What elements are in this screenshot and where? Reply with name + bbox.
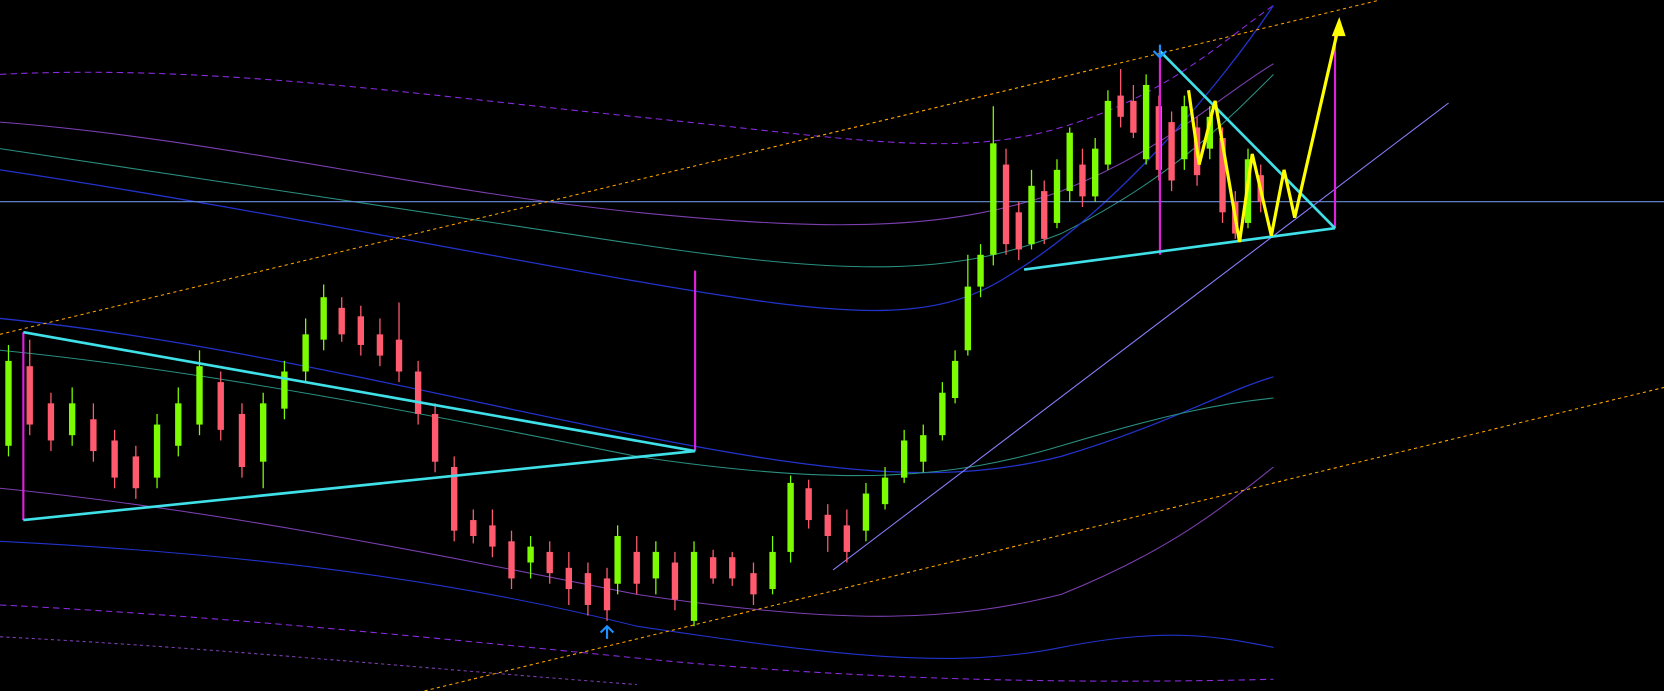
candle-body (603, 578, 611, 611)
candle-body (357, 316, 364, 345)
candle-body (90, 419, 97, 452)
candle-body (338, 307, 345, 335)
candle-body (633, 551, 640, 584)
candle-body (1181, 106, 1188, 160)
candle-body (111, 440, 118, 478)
candle-body (565, 567, 572, 590)
candle-body (1041, 191, 1048, 239)
candle-body (175, 403, 182, 446)
candle-body (26, 366, 33, 425)
candle-body (302, 334, 309, 372)
candle-body (1079, 164, 1086, 197)
candle-body (1117, 95, 1124, 117)
candle-body (1130, 100, 1137, 133)
candle-body (1053, 169, 1061, 223)
triangle-patterns (23, 50, 1336, 522)
candle-body (470, 520, 477, 536)
candle-body (920, 435, 927, 462)
candle-body (652, 551, 660, 579)
trend-line (832, 102, 1449, 571)
candle-body (320, 297, 327, 340)
candle-body (787, 482, 794, 552)
moving-average-bands (0, 4, 1274, 686)
candle-body (900, 440, 908, 478)
candle-body (1002, 164, 1010, 245)
candle-body (671, 562, 679, 600)
candle-body (238, 413, 246, 468)
candle-body (5, 360, 12, 446)
candle-body (217, 382, 224, 430)
candle-body (376, 334, 384, 356)
candle-body (862, 493, 870, 531)
candle-body (281, 371, 288, 409)
candle-body (1219, 138, 1226, 213)
signal-arrows (599, 44, 1168, 639)
projection-path (1186, 23, 1341, 243)
candle-body (1168, 122, 1175, 181)
candle-body (1206, 116, 1213, 149)
candle-body (1066, 132, 1073, 192)
candle-body (451, 467, 458, 531)
candle-body (951, 360, 959, 399)
candle-body (843, 525, 851, 552)
candle-body (395, 339, 403, 372)
candle-body (614, 535, 621, 584)
candle-body (977, 254, 984, 287)
arrow-head (1331, 17, 1346, 37)
candle-body (805, 488, 812, 521)
candle-body (1142, 84, 1150, 160)
candle-body (690, 551, 698, 621)
candle-body (709, 557, 717, 579)
candle-body (196, 366, 203, 425)
candle-body (1092, 148, 1099, 197)
candle-body (964, 286, 972, 351)
candle-body (1028, 185, 1035, 245)
candle-body (414, 371, 422, 414)
candle-body (508, 541, 515, 579)
candle-body (750, 573, 757, 595)
candle-body (1015, 212, 1022, 250)
candle-body (68, 403, 76, 436)
magenta-verticals (22, 31, 1337, 521)
channel-line (0, 0, 1380, 335)
candle-body (824, 514, 831, 536)
candle-body (431, 413, 439, 462)
candle-body (769, 551, 776, 590)
candle-body (153, 424, 161, 478)
candle-body (939, 392, 946, 436)
candle-body (1104, 100, 1112, 165)
candle-body (546, 551, 553, 574)
candle-body (47, 403, 55, 441)
channel-line (424, 386, 1664, 691)
candles (5, 69, 1264, 627)
candle-body (527, 546, 534, 563)
candle-body (260, 403, 267, 462)
candle-body (729, 557, 736, 579)
candle-body (990, 143, 997, 255)
candle-body (584, 573, 592, 605)
candle-body (881, 477, 889, 505)
candle-body (132, 456, 140, 489)
candle-body (489, 525, 496, 547)
